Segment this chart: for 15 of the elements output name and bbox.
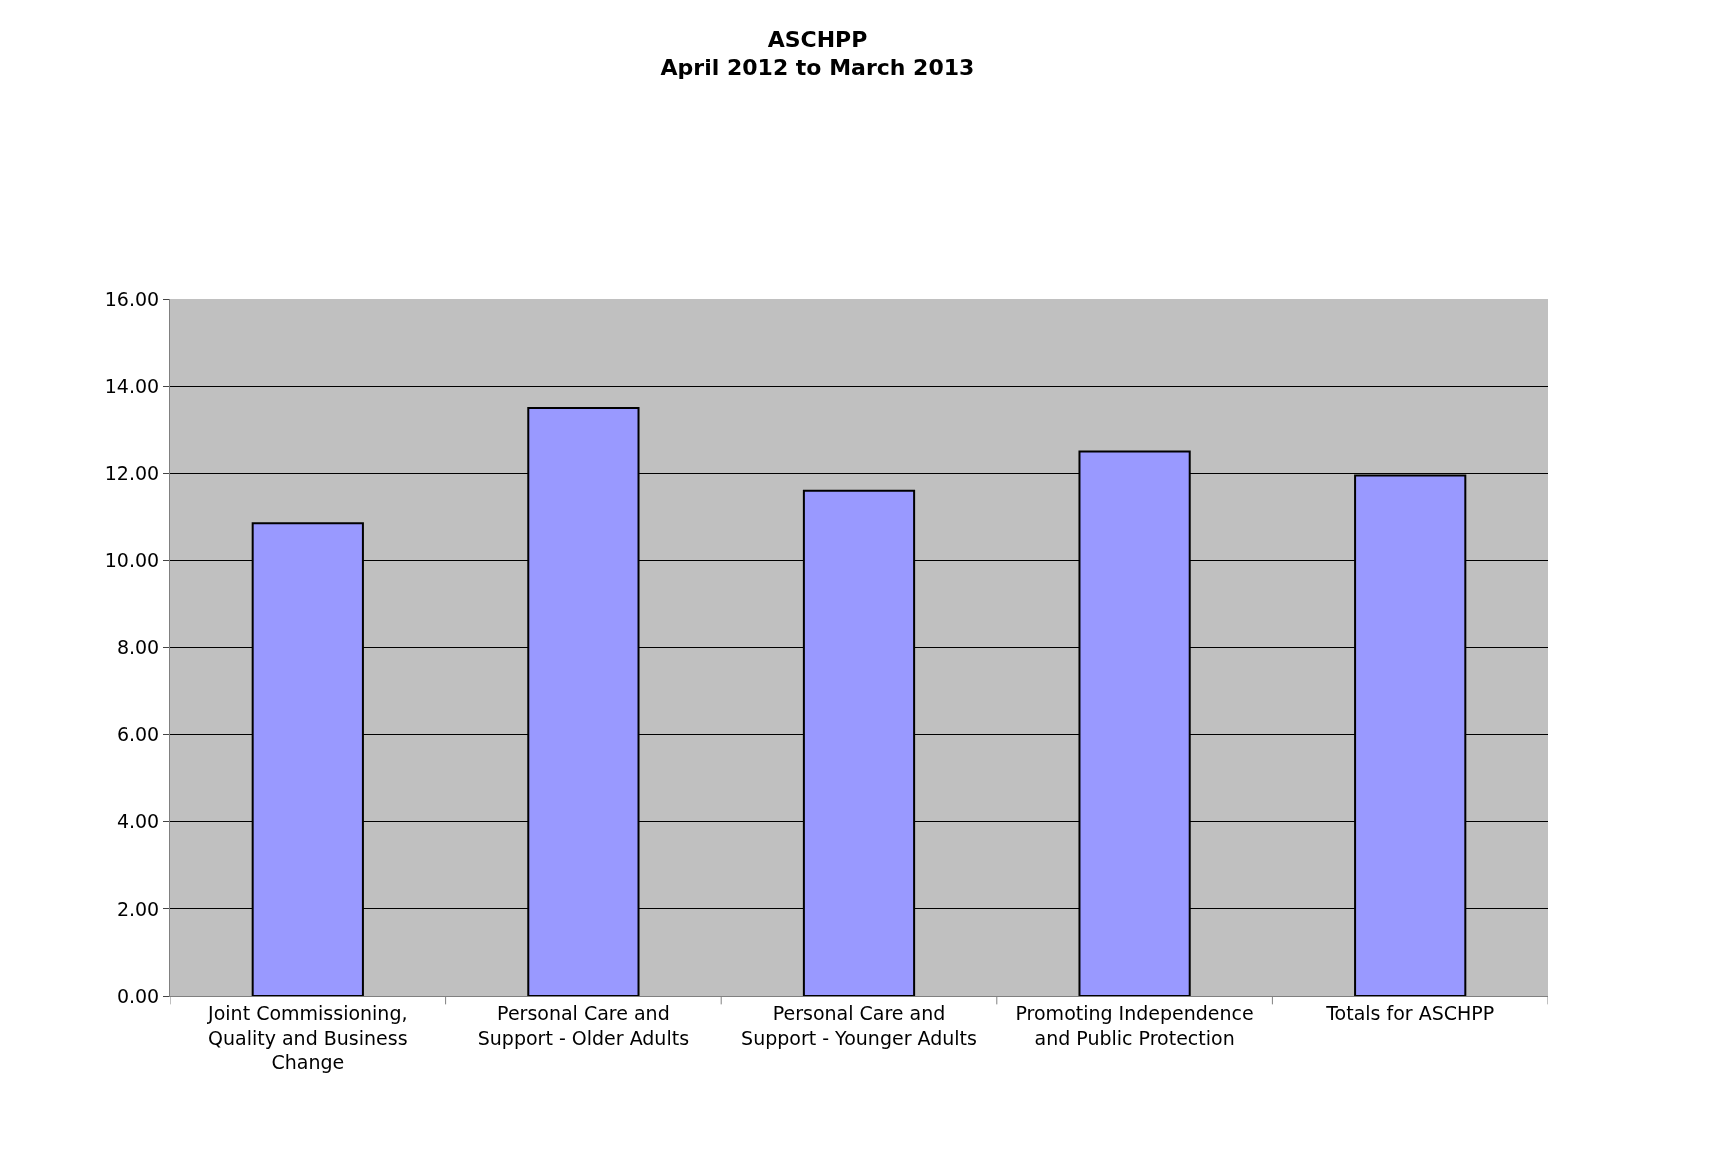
y-tick-label: 14.00 bbox=[104, 374, 160, 397]
y-tick-label: 12.00 bbox=[104, 461, 160, 484]
y-tick-label: 6.00 bbox=[116, 723, 160, 746]
x-tick-label: Totals for ASCHPP bbox=[1325, 1001, 1495, 1024]
y-tick-label: 4.00 bbox=[116, 810, 160, 833]
x-tick-label: Joint Commissioning, Quality and Business Change bbox=[207, 1001, 408, 1074]
x-tick-label: Personal Care and Support - Older Adults bbox=[477, 1001, 690, 1049]
y-tick-label: 16.00 bbox=[104, 287, 160, 310]
chart-title: ASCHPP April 2012 to March 2013 bbox=[660, 26, 975, 81]
y-tick-label: 8.00 bbox=[116, 636, 160, 659]
x-tick-label: Personal Care and Support - Younger Adults bbox=[741, 1001, 977, 1049]
y-tick-label: 10.00 bbox=[104, 549, 160, 572]
y-tick-label: 2.00 bbox=[116, 897, 160, 920]
x-tick-label: Promoting Independence and Public Protection bbox=[1015, 1001, 1254, 1049]
y-tick-label: 0.00 bbox=[116, 984, 160, 1007]
